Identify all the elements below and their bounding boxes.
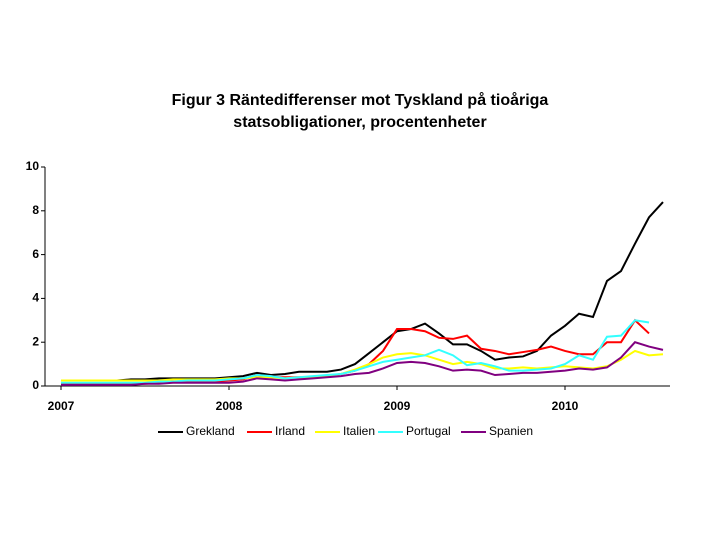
y-tick-label: 2 — [32, 334, 39, 348]
y-tick-label: 8 — [32, 203, 39, 217]
y-tick-label: 10 — [26, 159, 40, 173]
series-line — [61, 349, 664, 382]
y-tick-label: 0 — [32, 378, 39, 392]
legend-label: Italien — [343, 424, 375, 438]
x-tick-label: 2007 — [48, 399, 75, 413]
y-tick-label: 6 — [32, 247, 39, 261]
x-tick-label: 2008 — [216, 399, 243, 413]
legend-label: Spanien — [489, 424, 533, 438]
x-tick-label: 2009 — [384, 399, 411, 413]
legend-label: Irland — [275, 424, 305, 438]
legend-label: Grekland — [186, 424, 235, 438]
chart-title: Figur 3 Räntedifferenser mot Tyskland på… — [171, 92, 549, 131]
x-tick-label: 2010 — [552, 399, 579, 413]
series-line — [61, 341, 664, 386]
y-tick-label: 4 — [32, 291, 39, 305]
series-line — [61, 201, 664, 382]
legend-label: Portugal — [406, 424, 451, 438]
series-line — [61, 319, 650, 384]
